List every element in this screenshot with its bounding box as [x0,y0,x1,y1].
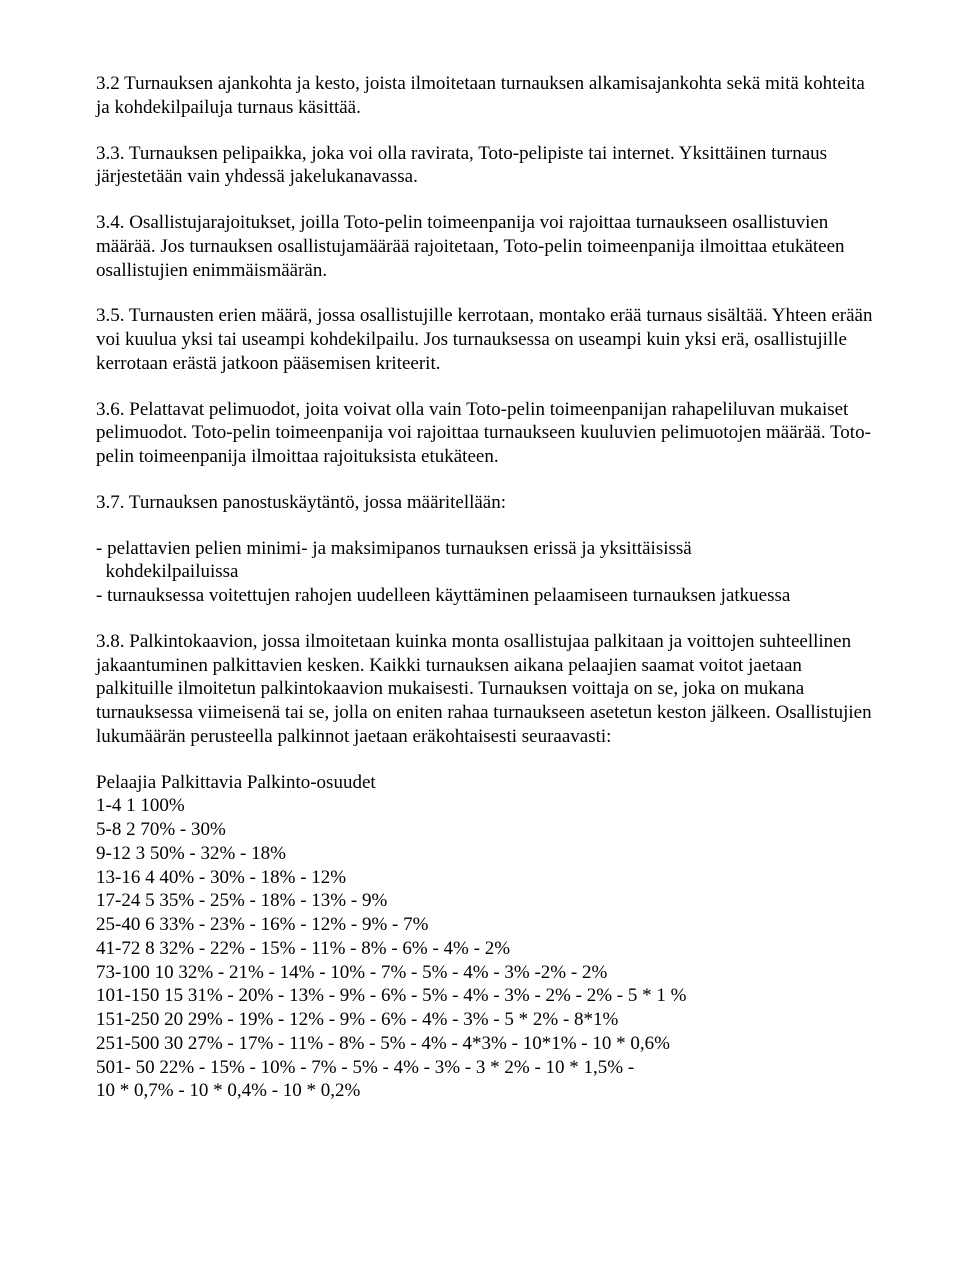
payout-row: 501- 50 22% - 15% - 10% - 7% - 5% - 4% -… [96,1056,880,1080]
section-3-3: 3.3. Turnauksen pelipaikka, joka voi oll… [96,142,880,190]
payout-row: 101-150 15 31% - 20% - 13% - 9% - 6% - 5… [96,984,880,1008]
section-3-2: 3.2 Turnauksen ajankohta ja kesto, joist… [96,72,880,120]
payout-table: Pelaajia Palkittavia Palkinto-osuudet 1-… [96,771,880,1104]
section-3-7-intro: 3.7. Turnauksen panostuskäytäntö, jossa … [96,491,880,515]
payout-row: 9-12 3 50% - 32% - 18% [96,842,880,866]
section-3-4: 3.4. Osallistujarajoitukset, joilla Toto… [96,211,880,282]
section-3-5: 3.5. Turnausten erien määrä, jossa osall… [96,304,880,375]
payout-row: 25-40 6 33% - 23% - 16% - 12% - 9% - 7% [96,913,880,937]
payout-heading: Pelaajia Palkittavia Palkinto-osuudet [96,771,880,795]
payout-row: 5-8 2 70% - 30% [96,818,880,842]
section-3-6: 3.6. Pelattavat pelimuodot, joita voivat… [96,398,880,469]
payout-row: 151-250 20 29% - 19% - 12% - 9% - 6% - 4… [96,1008,880,1032]
payout-row: 1-4 1 100% [96,794,880,818]
bullet-minimi-maksimipanos: - pelattavien pelien minimi- ja maksimip… [96,537,880,585]
bullet-voitettujen-rahojen: - turnauksessa voitettujen rahojen uudel… [96,584,880,608]
payout-row: 10 * 0,7% - 10 * 0,4% - 10 * 0,2% [96,1079,880,1103]
section-3-7-bullets: - pelattavien pelien minimi- ja maksimip… [96,537,880,608]
payout-row: 13-16 4 40% - 30% - 18% - 12% [96,866,880,890]
payout-row: 73-100 10 32% - 21% - 14% - 10% - 7% - 5… [96,961,880,985]
payout-row: 41-72 8 32% - 22% - 15% - 11% - 8% - 6% … [96,937,880,961]
section-3-8: 3.8. Palkintokaavion, jossa ilmoitetaan … [96,630,880,749]
payout-row: 17-24 5 35% - 25% - 18% - 13% - 9% [96,889,880,913]
payout-row: 251-500 30 27% - 17% - 11% - 8% - 5% - 4… [96,1032,880,1056]
